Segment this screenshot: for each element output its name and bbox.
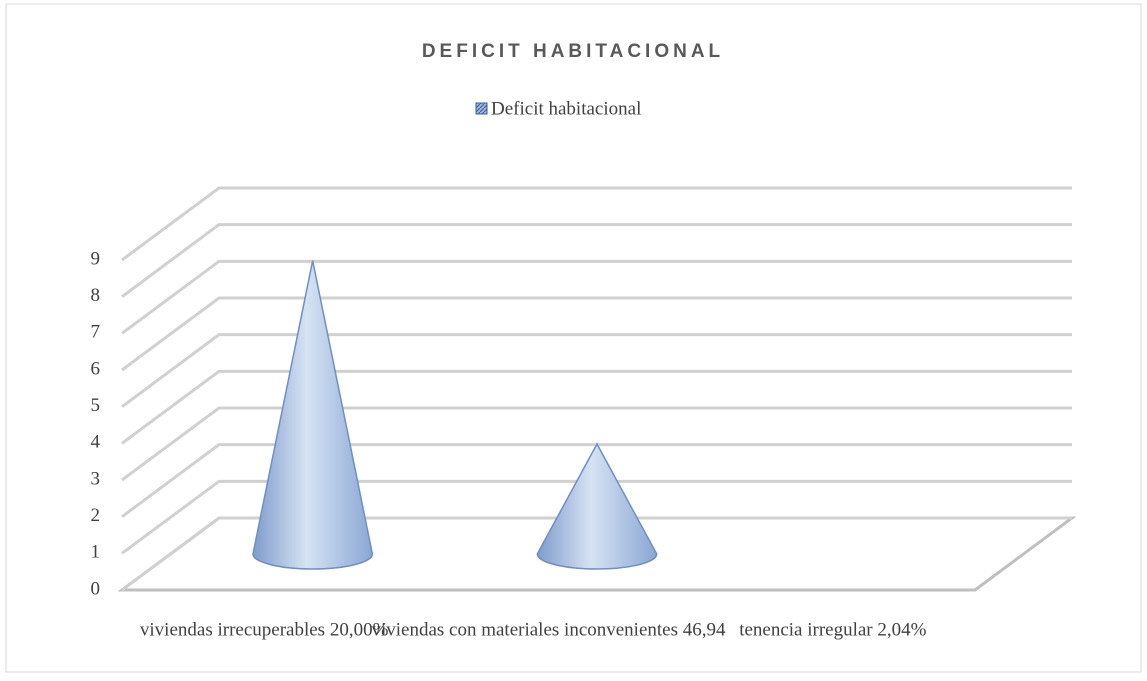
- grid-line: [121, 186, 1072, 262]
- legend-swatch: [475, 102, 488, 115]
- y-tick-label: 0: [91, 578, 101, 599]
- grid-line: [121, 369, 1072, 445]
- y-tick-label: 4: [91, 432, 101, 453]
- grid-line: [121, 296, 1072, 372]
- grid-line: [121, 259, 1072, 335]
- y-tick-label: 3: [91, 468, 101, 489]
- x-tick-label: tenencia irregular 2,04%: [739, 619, 926, 640]
- cone-body: [536, 442, 658, 570]
- grid-line: [121, 223, 1072, 298]
- chart-title: DEFICIT HABITACIONAL: [422, 41, 724, 62]
- grid-line: [121, 479, 1072, 555]
- grid-line: [121, 443, 1072, 518]
- cone: [536, 442, 658, 570]
- grid-line: [121, 406, 1072, 482]
- x-tick-label: viviendas con materiales inconvenientes …: [371, 619, 726, 640]
- y-tick-label: 9: [91, 248, 101, 269]
- y-tick-label: 7: [91, 322, 101, 343]
- x-tick-label: viviendas irrecuperables 20,00%: [140, 619, 389, 640]
- y-tick-label: 8: [91, 285, 101, 306]
- cone-body: [252, 260, 374, 570]
- y-tick-label: 1: [91, 542, 101, 563]
- grid-line: [121, 333, 1072, 408]
- grid-line: [121, 516, 1072, 592]
- cone: [252, 260, 374, 570]
- legend-label: Deficit habitacional: [491, 98, 641, 119]
- y-tick-label: 5: [91, 395, 101, 416]
- y-tick-label: 2: [91, 505, 101, 526]
- y-tick-label: 6: [91, 358, 101, 379]
